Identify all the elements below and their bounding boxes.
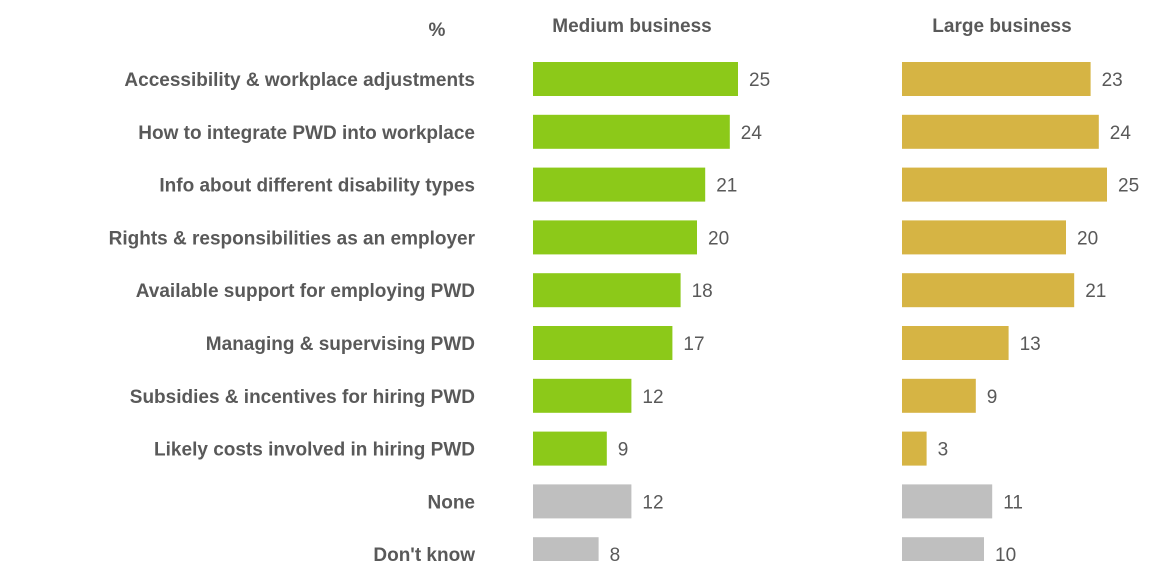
value-label: 18 xyxy=(692,281,713,302)
value-label: 20 xyxy=(1077,228,1098,249)
category-label: Likely costs involved in hiring PWD xyxy=(154,440,475,461)
bars: 25 23 24 24 21 25 20 20 18 21 17 13 12 9 9 3 12 11 8 10 xyxy=(533,62,1139,561)
bar-large xyxy=(902,273,1075,308)
bar-medium xyxy=(533,431,607,466)
category-label: How to integrate PWD into workplace xyxy=(138,123,475,144)
category-label: Rights & responsibilities as an employer xyxy=(109,228,476,249)
category-labels: Accessibility & workplace adjustments How… xyxy=(109,70,476,561)
bar-medium xyxy=(533,273,681,308)
bar-large xyxy=(902,431,927,466)
bar-medium xyxy=(533,62,738,96)
value-label: 9 xyxy=(987,387,998,408)
value-label: 25 xyxy=(749,70,770,91)
value-label: 12 xyxy=(642,492,663,513)
bar-large xyxy=(902,537,984,561)
value-label: 12 xyxy=(642,387,663,408)
category-label: Info about different disability types xyxy=(159,176,475,197)
category-label: None xyxy=(428,492,476,513)
value-label: 9 xyxy=(618,440,629,461)
value-label: 10 xyxy=(995,545,1016,561)
value-label: 3 xyxy=(938,440,949,461)
bar-large xyxy=(902,484,993,519)
bar-large xyxy=(902,167,1107,202)
category-label: Subsidies & incentives for hiring PWD xyxy=(130,387,475,408)
category-label: Managing & supervising PWD xyxy=(206,334,475,355)
value-label: 11 xyxy=(1003,492,1023,513)
bar-large xyxy=(902,220,1066,255)
value-label: 8 xyxy=(610,545,621,561)
series-heading-medium: Medium business xyxy=(552,16,711,37)
bar-large xyxy=(902,378,976,413)
value-label: 21 xyxy=(716,176,737,197)
category-label: Accessibility & workplace adjustments xyxy=(124,70,475,91)
category-label: Available support for employing PWD xyxy=(136,281,475,302)
value-label: 24 xyxy=(1110,123,1132,144)
value-label: 21 xyxy=(1085,281,1106,302)
value-label: 17 xyxy=(683,334,704,355)
bar-medium xyxy=(533,114,730,149)
bar-large xyxy=(902,326,1009,360)
value-label: 23 xyxy=(1102,70,1123,91)
unit-label: % xyxy=(429,20,446,41)
bar-medium xyxy=(533,484,632,519)
bar-medium xyxy=(533,326,673,360)
bar-large xyxy=(902,62,1091,96)
series-heading-large: Large business xyxy=(932,16,1071,37)
value-label: 24 xyxy=(741,123,763,144)
bar-medium xyxy=(533,220,697,255)
bar-medium xyxy=(533,167,706,202)
value-label: 13 xyxy=(1020,334,1041,355)
value-label: 20 xyxy=(708,228,729,249)
category-label: Don't know xyxy=(373,545,475,561)
bar-large xyxy=(902,114,1099,149)
value-label: 25 xyxy=(1118,176,1139,197)
bar-medium xyxy=(533,537,599,561)
bar-medium xyxy=(533,378,632,413)
